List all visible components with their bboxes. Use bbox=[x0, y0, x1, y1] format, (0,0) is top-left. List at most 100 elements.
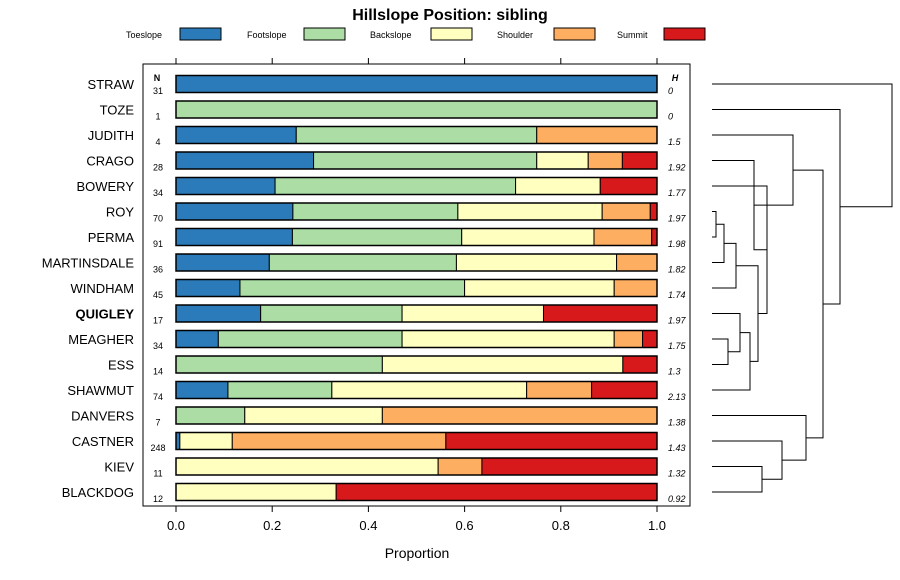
bar-outline-judith bbox=[175, 125, 658, 145]
row-label-crago: CRAGO bbox=[86, 154, 134, 169]
row-label-perma: PERMA bbox=[88, 230, 135, 245]
bar-segment-crago-toeslope bbox=[175, 151, 315, 170]
n-count-quigley: 17 bbox=[153, 316, 163, 326]
legend-swatch-summit bbox=[663, 27, 706, 41]
dendro-link-kiev-blackdog bbox=[712, 466, 763, 493]
row-label-castner: CASTNER bbox=[72, 434, 134, 449]
n-count-ess: 14 bbox=[153, 367, 163, 377]
bar-segment-crago-summit bbox=[621, 151, 658, 170]
h-value-perma: 1.98 bbox=[668, 239, 686, 249]
row-label-bowery: BOWERY bbox=[76, 179, 134, 194]
n-count-straw: 31 bbox=[153, 86, 163, 96]
bar-outline-perma bbox=[175, 227, 658, 247]
n-count-shawmut: 74 bbox=[153, 392, 163, 402]
legend-swatch-backslope bbox=[430, 27, 473, 41]
bar-segment-roy-summit bbox=[649, 202, 658, 221]
bar-outline-ess bbox=[175, 355, 658, 374]
legend: Toeslope Footslope Backslope Shoulder Summit bbox=[126, 27, 706, 41]
bar-segment-ess-footslope bbox=[175, 355, 383, 374]
row-label-martinsdale: MARTINSDALE bbox=[42, 256, 135, 271]
x-tick-label-4: 0.8 bbox=[552, 518, 570, 533]
h-value-judith: 1.5 bbox=[668, 137, 682, 147]
row-label-kiev: KIEV bbox=[104, 460, 134, 475]
h-value-martinsdale: 1.82 bbox=[668, 265, 686, 275]
bar-segment-castner-shoulder bbox=[231, 432, 447, 450]
bar-outline-blackdog bbox=[175, 482, 658, 502]
bar-segment-perma-shoulder bbox=[593, 228, 653, 246]
bar-outline-roy bbox=[175, 202, 658, 221]
row-labels: STRAW 31 0 TOZE 1 0 JUDITH 4 1.5 CRAGO 28 1.92 BOWER… bbox=[42, 77, 687, 504]
x-tick-label-5: 1.0 bbox=[648, 518, 666, 533]
row-label-shawmut: SHAWMUT bbox=[67, 383, 134, 398]
dendro-link-lower bbox=[793, 169, 824, 439]
n-count-martinsdale: 36 bbox=[153, 265, 163, 275]
bar-segment-perma-backslope bbox=[461, 228, 595, 246]
bar-segment-bowery-footslope bbox=[274, 177, 517, 195]
bar-segment-windham-backslope bbox=[464, 279, 615, 297]
bar-segment-quigley-footslope bbox=[260, 304, 403, 323]
bar-segment-bowery-summit bbox=[599, 177, 658, 195]
legend-swatch-footslope bbox=[303, 27, 346, 41]
h-value-shawmut: 2.13 bbox=[667, 392, 686, 402]
bar-outline-kiev bbox=[175, 457, 658, 476]
row-label-straw: STRAW bbox=[88, 77, 135, 92]
legend-label-footslope: Footslope bbox=[247, 30, 287, 40]
legend-swatch-shoulder bbox=[553, 27, 596, 41]
bar-segment-shawmut-summit bbox=[591, 381, 658, 399]
dendro-link-shawmut bbox=[712, 332, 751, 391]
bar-segment-windham-shoulder bbox=[613, 279, 658, 297]
bar-outline-meagher bbox=[175, 329, 658, 349]
bar-segment-danvers-backslope bbox=[244, 406, 383, 425]
row-label-meagher: MEAGHER bbox=[68, 332, 134, 347]
legend-label-shoulder: Shoulder bbox=[497, 30, 533, 40]
x-axis: 0.0 0.2 0.4 0.6 0.8 1.0 bbox=[167, 58, 666, 533]
x-tick-label-2: 0.4 bbox=[359, 518, 377, 533]
dendro-link-meagher-ess bbox=[712, 338, 729, 365]
h-value-crago: 1.92 bbox=[668, 163, 686, 173]
bar-segment-meagher-toeslope bbox=[175, 330, 219, 348]
bar-segment-danvers-shoulder bbox=[381, 406, 658, 425]
dendro-link-castner bbox=[712, 440, 783, 480]
bar-outline-martinsdale bbox=[175, 253, 658, 272]
bar-segment-perma-toeslope bbox=[175, 228, 293, 246]
legend-label-summit: Summit bbox=[617, 30, 648, 40]
row-label-danvers: DANVERS bbox=[71, 409, 134, 424]
bar-segment-crago-footslope bbox=[313, 151, 538, 170]
bar-segment-danvers-footslope bbox=[175, 406, 246, 425]
n-count-toze: 1 bbox=[155, 112, 160, 122]
h-value-meagher: 1.75 bbox=[668, 341, 687, 351]
row-label-judith: JUDITH bbox=[88, 128, 134, 143]
bar-segment-crago-shoulder bbox=[587, 151, 623, 170]
bar-outline-toze bbox=[175, 100, 658, 119]
bar-outline-crago bbox=[175, 151, 658, 170]
h-value-quigley: 1.97 bbox=[668, 316, 687, 326]
x-tick-label-3: 0.6 bbox=[456, 518, 474, 533]
bar-segment-martinsdale-backslope bbox=[455, 253, 618, 272]
n-header: N bbox=[154, 73, 161, 83]
bar-segment-shawmut-shoulder bbox=[526, 381, 593, 399]
row-label-blackdog: BLACKDOG bbox=[62, 485, 134, 500]
bar-segment-martinsdale-toeslope bbox=[175, 253, 270, 272]
bars bbox=[175, 74, 658, 502]
x-axis-label: Proportion bbox=[385, 545, 450, 561]
row-label-toze: TOZE bbox=[100, 103, 135, 118]
bar-segment-judith-toeslope bbox=[175, 126, 297, 144]
bar-segment-bowery-toeslope bbox=[175, 177, 276, 195]
bar-segment-meagher-backslope bbox=[401, 330, 615, 348]
bar-segment-perma-footslope bbox=[291, 228, 463, 246]
bar-segment-windham-toeslope bbox=[175, 279, 241, 297]
bar-segment-shawmut-toeslope bbox=[175, 381, 229, 399]
bar-segment-blackdog-summit bbox=[335, 483, 658, 501]
dendro-link-danvers bbox=[712, 415, 807, 461]
x-tick-label-0: 0.0 bbox=[167, 518, 185, 533]
bar-segment-shawmut-backslope bbox=[331, 381, 528, 399]
h-value-castner: 1.43 bbox=[668, 443, 686, 453]
row-label-ess: ESS bbox=[108, 358, 134, 373]
n-count-kiev: 11 bbox=[153, 469, 162, 479]
bar-segment-meagher-summit bbox=[642, 330, 658, 348]
n-count-castner: 248 bbox=[150, 443, 165, 453]
h-value-toze: 0 bbox=[668, 112, 673, 122]
bar-segment-judith-footslope bbox=[295, 126, 538, 144]
bar-segment-windham-footslope bbox=[239, 279, 466, 297]
